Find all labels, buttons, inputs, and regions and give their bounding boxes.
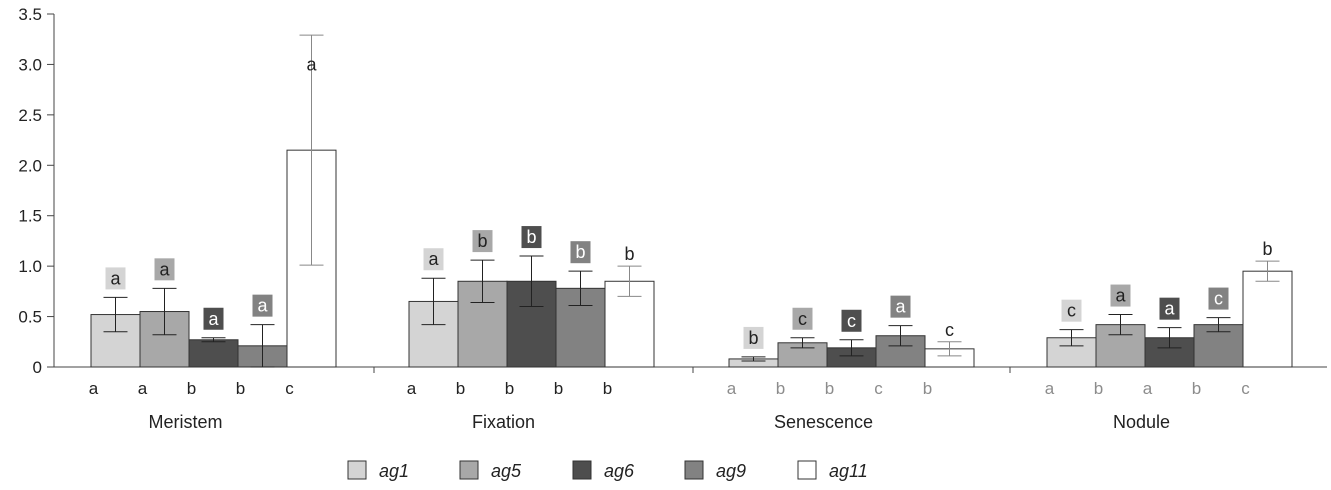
significance-letter: a <box>257 296 268 316</box>
legend-swatch-ag6 <box>572 460 592 480</box>
significance-letter-box <box>154 258 175 281</box>
legend-label-ag6: ag6 <box>604 461 635 481</box>
bar-ag11-nodule <box>1242 270 1293 368</box>
significance-letter-box <box>1110 284 1131 307</box>
significance-letter-box <box>570 241 591 264</box>
significance-letter: c <box>1214 289 1223 309</box>
y-tick-label: 3.5 <box>18 5 42 24</box>
category-label-senescence: Senescence <box>774 412 873 432</box>
significance-letter-box <box>105 267 126 290</box>
significance-letter-box <box>743 326 764 349</box>
legend-label-ag9: ag9 <box>716 461 746 481</box>
significance-letter: a <box>1164 299 1175 319</box>
axis-significance-letter: b <box>776 379 785 398</box>
significance-letter-box <box>472 230 493 253</box>
axis-significance-letter: b <box>1192 379 1201 398</box>
significance-letter: b <box>748 328 758 348</box>
significance-letter-box <box>203 307 224 330</box>
significance-letter: a <box>110 268 121 288</box>
axis-significance-letter: a <box>727 379 737 398</box>
significance-letter: b <box>526 227 536 247</box>
axis-significance-letter: b <box>554 379 563 398</box>
axis-significance-letter: b <box>825 379 834 398</box>
axis-significance-letter: c <box>285 379 294 398</box>
significance-letter-box <box>1061 299 1082 322</box>
significance-letter: c <box>945 320 954 340</box>
significance-letter: a <box>1115 286 1126 306</box>
significance-letter-box <box>792 307 813 330</box>
axis-significance-letter: a <box>1143 379 1153 398</box>
axis-significance-letter: b <box>923 379 932 398</box>
category-label-nodule: Nodule <box>1113 412 1170 432</box>
significance-letter: c <box>1067 301 1076 321</box>
significance-letter-box <box>252 294 273 317</box>
axis-significance-letter: c <box>874 379 883 398</box>
significance-letter: a <box>159 259 170 279</box>
significance-letter: a <box>895 297 906 317</box>
legend-label-ag1: ag1 <box>379 461 409 481</box>
legend-label-ag11: ag11 <box>829 461 868 481</box>
axis-significance-letter: b <box>456 379 465 398</box>
axis-significance-letter: b <box>1094 379 1103 398</box>
axis-significance-letter: b <box>187 379 196 398</box>
significance-letter: b <box>1262 239 1272 259</box>
significance-letter-box <box>1208 287 1229 310</box>
bar-ag6-meristem <box>188 339 239 368</box>
significance-letter-box <box>890 295 911 318</box>
axis-significance-letter: b <box>603 379 612 398</box>
legend-swatch-ag9 <box>684 460 704 480</box>
significance-letter-box <box>841 309 862 332</box>
legend-swatch-ag1 <box>347 460 367 480</box>
legend-swatch-ag5 <box>459 460 479 480</box>
axis-significance-letter: b <box>505 379 514 398</box>
significance-letter: c <box>847 311 856 331</box>
axis-significance-letter: a <box>407 379 417 398</box>
significance-letter-box <box>521 226 542 249</box>
significance-letter: b <box>624 244 634 264</box>
y-tick-label: 1.0 <box>18 257 42 276</box>
category-label-meristem: Meristem <box>148 412 222 432</box>
significance-letter: b <box>575 242 585 262</box>
axis-significance-letter: c <box>1241 379 1250 398</box>
axis-significance-letter: b <box>236 379 245 398</box>
y-tick-label: 2.5 <box>18 106 42 125</box>
significance-letter: b <box>477 231 487 251</box>
y-tick-label: 0.5 <box>18 308 42 327</box>
significance-letter: a <box>306 54 317 74</box>
legend-label-ag5: ag5 <box>491 461 522 481</box>
axis-significance-letter: a <box>89 379 99 398</box>
axis-significance-letter: a <box>138 379 148 398</box>
y-tick-label: 3.0 <box>18 55 42 74</box>
y-tick-label: 0 <box>33 358 42 377</box>
legend-swatch-ag11 <box>797 460 817 480</box>
significance-letter: c <box>798 309 807 329</box>
significance-letter-box <box>1159 297 1180 320</box>
y-tick-label: 1.5 <box>18 207 42 226</box>
significance-letter: a <box>428 249 439 269</box>
axis-significance-letter: a <box>1045 379 1055 398</box>
significance-letter: a <box>208 309 219 329</box>
y-tick-label: 2.0 <box>18 156 42 175</box>
significance-letter-box <box>423 248 444 271</box>
category-label-fixation: Fixation <box>472 412 535 432</box>
